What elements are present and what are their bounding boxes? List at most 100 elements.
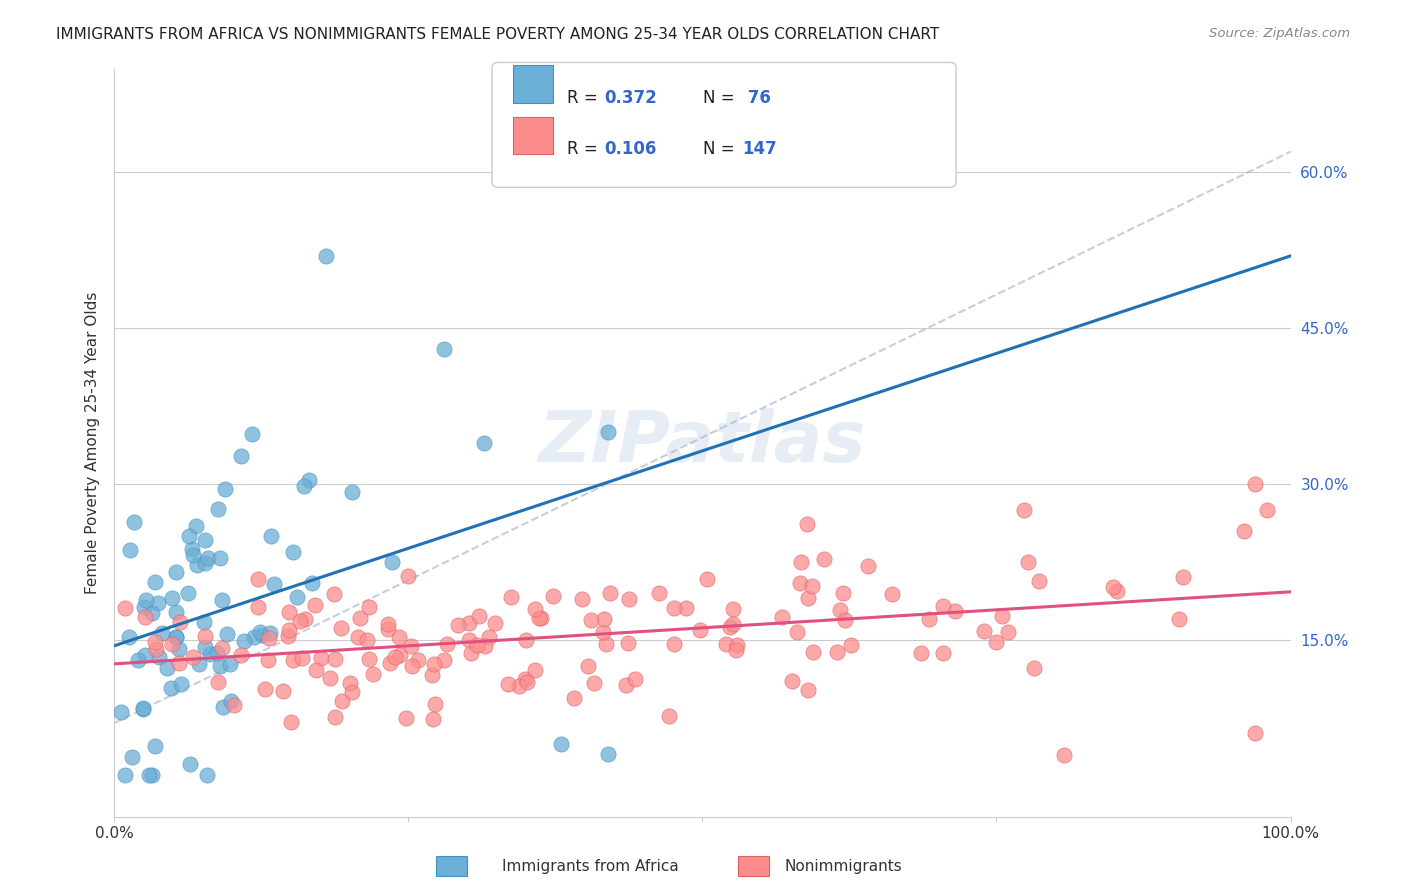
Nonimmigrants [579,613,602,627]
Nonimmigrants [530,611,553,625]
Nonimmigrants [460,646,482,660]
Nonimmigrants [943,604,966,618]
Nonimmigrants [664,600,686,615]
Immigrants from Africa [292,478,315,492]
Immigrants from Africa [177,529,200,543]
Nonimmigrants [447,618,470,632]
Nonimmigrants [340,685,363,699]
Immigrants from Africa [159,681,181,696]
Immigrants from Africa [121,749,143,764]
Nonimmigrants [599,586,621,600]
Immigrants from Africa [285,590,308,604]
Y-axis label: Female Poverty Among 25-34 Year Olds: Female Poverty Among 25-34 Year Olds [86,292,100,594]
Nonimmigrants [797,683,820,698]
Nonimmigrants [571,592,593,607]
Nonimmigrants [323,651,346,665]
Nonimmigrants [595,637,617,651]
Immigrants from Africa [301,575,323,590]
Nonimmigrants [576,659,599,673]
Nonimmigrants [721,617,744,632]
Nonimmigrants [932,599,955,613]
Immigrants from Africa [298,473,321,487]
Immigrants from Africa [198,648,221,662]
Nonimmigrants [401,658,423,673]
Nonimmigrants [614,678,637,692]
Nonimmigrants [246,572,269,586]
Nonimmigrants [796,517,818,532]
Immigrants from Africa [205,646,228,660]
Nonimmigrants [973,624,995,639]
Nonimmigrants [501,590,523,604]
Nonimmigrants [790,555,813,569]
Immigrants from Africa [177,586,200,600]
Nonimmigrants [880,587,903,601]
Immigrants from Africa [160,591,183,606]
Immigrants from Africa [114,768,136,782]
Nonimmigrants [145,641,167,656]
Immigrants from Africa [550,737,572,751]
Nonimmigrants [330,621,353,635]
Text: 147: 147 [742,140,778,158]
Nonimmigrants [114,601,136,615]
Nonimmigrants [543,590,565,604]
Text: R =: R = [567,140,603,158]
Immigrants from Africa [340,484,363,499]
Nonimmigrants [458,633,481,648]
Nonimmigrants [616,636,638,650]
Nonimmigrants [658,709,681,723]
Nonimmigrants [828,602,851,616]
Nonimmigrants [592,624,614,639]
Immigrants from Africa [165,630,187,644]
Nonimmigrants [1232,524,1254,538]
Nonimmigrants [465,638,488,652]
Nonimmigrants [457,615,479,630]
Immigrants from Africa [165,605,187,619]
Nonimmigrants [254,682,277,697]
Nonimmigrants [1028,574,1050,589]
Text: R =: R = [567,89,603,107]
Nonimmigrants [211,640,233,655]
Nonimmigrants [388,630,411,644]
Text: N =: N = [703,89,740,107]
Nonimmigrants [797,591,820,605]
Immigrants from Africa [249,625,271,640]
Nonimmigrants [377,617,399,632]
Immigrants from Africa [197,550,219,565]
Nonimmigrants [484,616,506,631]
Immigrants from Africa [141,606,163,620]
Immigrants from Africa [211,592,233,607]
Nonimmigrants [134,610,156,624]
Text: 0.372: 0.372 [605,89,658,107]
Immigrants from Africa [132,702,155,716]
Nonimmigrants [1173,570,1195,584]
Nonimmigrants [562,691,585,706]
Text: Nonimmigrants: Nonimmigrants [785,859,903,874]
Immigrants from Africa [155,661,177,675]
Nonimmigrants [813,552,835,566]
Text: Immigrants from Africa: Immigrants from Africa [502,859,679,874]
Nonimmigrants [347,630,370,644]
Nonimmigrants [834,613,856,627]
Immigrants from Africa [214,482,236,496]
Nonimmigrants [624,672,647,686]
Nonimmigrants [675,601,697,615]
Nonimmigrants [339,676,361,690]
Nonimmigrants [323,587,346,601]
Nonimmigrants [991,608,1014,623]
Nonimmigrants [832,586,855,600]
Nonimmigrants [725,642,748,657]
Immigrants from Africa [181,541,204,556]
Immigrants from Africa [132,599,155,614]
Immigrants from Africa [194,533,217,547]
Immigrants from Africa [232,633,254,648]
Nonimmigrants [357,652,380,666]
Immigrants from Africa [170,677,193,691]
Nonimmigrants [425,697,447,711]
Nonimmigrants [1053,747,1076,762]
Nonimmigrants [648,586,671,600]
Nonimmigrants [513,672,536,686]
Immigrants from Africa [240,426,263,441]
Nonimmigrants [319,671,342,685]
Immigrants from Africa [165,565,187,579]
Nonimmigrants [194,629,217,643]
